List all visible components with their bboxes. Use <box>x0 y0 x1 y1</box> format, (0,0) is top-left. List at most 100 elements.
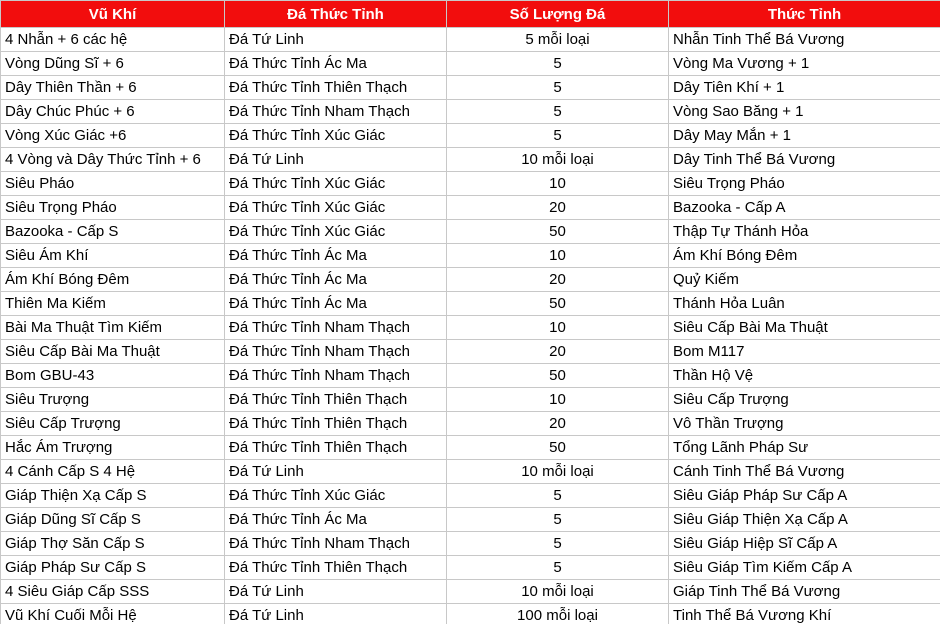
table-cell: 20 <box>446 339 669 364</box>
table-row: Vũ Khí Cuối Mỗi Hệ Đá Tứ Linh 100 mỗi loại… <box>0 603 940 624</box>
table-row: Giáp Thợ Săn Cấp S Đá Thức Tỉnh Nham Thạc… <box>0 531 940 556</box>
table-cell: Đá Thức Tỉnh Nham Thạch <box>224 99 447 124</box>
table-cell: Siêu Cấp Trượng <box>0 411 225 436</box>
table-cell: Nhẫn Tinh Thể Bá Vương <box>668 27 940 52</box>
table-cell: 5 <box>446 507 669 532</box>
header-cell: Vũ Khí <box>0 0 225 28</box>
table-row: Vòng Dũng Sĩ + 6 Đá Thức Tỉnh Ác Ma 5 Vòng … <box>0 51 940 76</box>
table-cell: Giáp Thợ Săn Cấp S <box>0 531 225 556</box>
table-cell: Tổng Lãnh Pháp Sư <box>668 435 940 460</box>
table-cell: Đá Tứ Linh <box>224 27 447 52</box>
table-cell: Siêu Cấp Trượng <box>668 387 940 412</box>
table-cell: Đá Thức Tỉnh Ác Ma <box>224 507 447 532</box>
table-cell: Đá Tứ Linh <box>224 579 447 604</box>
table-cell: Siêu Giáp Pháp Sư Cấp A <box>668 483 940 508</box>
table-row: Siêu Trọng Pháo Đá Thức Tỉnh Xúc Giác 20 Ba… <box>0 195 940 220</box>
table-cell: Vô Thần Trượng <box>668 411 940 436</box>
table-row: Siêu Cấp Trượng Đá Thức Tỉnh Thiên Thạch 2… <box>0 411 940 436</box>
table-row: Siêu Ám Khí Đá Thức Tỉnh Ác Ma 10 Ám Khí Bó… <box>0 243 940 268</box>
table-cell: 20 <box>446 195 669 220</box>
table-cell: Vòng Ma Vương + 1 <box>668 51 940 76</box>
table-cell: Đá Thức Tỉnh Thiên Thạch <box>224 435 447 460</box>
table-cell: 10 <box>446 387 669 412</box>
table-cell: Cánh Tinh Thể Bá Vương <box>668 459 940 484</box>
table-cell: Vũ Khí Cuối Mỗi Hệ <box>0 603 225 624</box>
table-cell: 5 <box>446 483 669 508</box>
table-cell: Bazooka - Cấp A <box>668 195 940 220</box>
header-cell: Số Lượng Đá <box>446 0 669 28</box>
table-cell: 4 Cánh Cấp S 4 Hệ <box>0 459 225 484</box>
table-cell: 4 Vòng và Dây Thức Tỉnh + 6 <box>0 147 225 172</box>
table-cell: 10 mỗi loại <box>446 459 669 484</box>
table-row: Bazooka - Cấp S Đá Thức Tỉnh Xúc Giác 50 Th… <box>0 219 940 244</box>
table-cell: Thánh Hỏa Luân <box>668 291 940 316</box>
table-row: Siêu Pháo Đá Thức Tỉnh Xúc Giác 10 Siêu Trọ… <box>0 171 940 196</box>
table-cell: Siêu Cấp Bài Ma Thuật <box>0 339 225 364</box>
table-cell: 10 <box>446 171 669 196</box>
table-cell: Siêu Giáp Thiện Xạ Cấp A <box>668 507 940 532</box>
table-cell: 50 <box>446 435 669 460</box>
table-cell: Dây Tiên Khí + 1 <box>668 75 940 100</box>
table-cell: Đá Tứ Linh <box>224 603 447 624</box>
table-cell: Quỷ Kiếm <box>668 267 940 292</box>
table-cell: 5 <box>446 99 669 124</box>
header-cell: Đá Thức Tỉnh <box>224 0 447 28</box>
table-cell: 4 Nhẫn + 6 các hệ <box>0 27 225 52</box>
table-cell: 5 <box>446 75 669 100</box>
table-row: Ám Khí Bóng Đêm Đá Thức Tỉnh Ác Ma 20 Quỷ K… <box>0 267 940 292</box>
table-cell: Thần Hộ Vệ <box>668 363 940 388</box>
table-cell: Đá Thức Tỉnh Ác Ma <box>224 267 447 292</box>
table-row: Hắc Ám Trượng Đá Thức Tỉnh Thiên Thạch 50 T… <box>0 435 940 460</box>
table-cell: 5 <box>446 555 669 580</box>
table-row: Dây Chúc Phúc + 6 Đá Thức Tỉnh Nham Thạch… <box>0 99 940 124</box>
table-cell: Đá Thức Tỉnh Nham Thạch <box>224 339 447 364</box>
table-cell: Ám Khí Bóng Đêm <box>668 243 940 268</box>
table-cell: 10 <box>446 315 669 340</box>
header-cell: Thức Tỉnh <box>668 0 940 28</box>
table-row: Bom GBU-43 Đá Thức Tỉnh Nham Thạch 50 Thần … <box>0 363 940 388</box>
table-cell: Đá Thức Tỉnh Xúc Giác <box>224 219 447 244</box>
table-cell: 20 <box>446 267 669 292</box>
table-cell: Siêu Giáp Hiệp Sĩ Cấp A <box>668 531 940 556</box>
table-row: 4 Nhẫn + 6 các hệ Đá Tứ Linh 5 mỗi loại Nhẫ… <box>0 27 940 52</box>
table-cell: 50 <box>446 291 669 316</box>
table-cell: Đá Thức Tỉnh Xúc Giác <box>224 195 447 220</box>
table-cell: Siêu Trọng Pháo <box>0 195 225 220</box>
table-cell: Thiên Ma Kiếm <box>0 291 225 316</box>
table-row: 4 Siêu Giáp Cấp SSS Đá Tứ Linh 10 mỗi loại… <box>0 579 940 604</box>
table-cell: Đá Thức Tỉnh Thiên Thạch <box>224 555 447 580</box>
table-cell: Đá Thức Tỉnh Ác Ma <box>224 243 447 268</box>
table-cell: Đá Thức Tỉnh Ác Ma <box>224 291 447 316</box>
table-cell: Đá Thức Tỉnh Ác Ma <box>224 51 447 76</box>
table-cell: Dây Tinh Thể Bá Vương <box>668 147 940 172</box>
table-cell: Vòng Dũng Sĩ + 6 <box>0 51 225 76</box>
table-cell: Bài Ma Thuật Tìm Kiếm <box>0 315 225 340</box>
table-cell: 10 mỗi loại <box>446 147 669 172</box>
table-row: Vòng Xúc Giác +6 Đá Thức Tỉnh Xúc Giác 5 Dâ… <box>0 123 940 148</box>
table-cell: 50 <box>446 363 669 388</box>
table-cell: Siêu Trượng <box>0 387 225 412</box>
table-cell: Đá Thức Tỉnh Thiên Thạch <box>224 75 447 100</box>
table-cell: Bom GBU-43 <box>0 363 225 388</box>
table-cell: Giáp Pháp Sư Cấp S <box>0 555 225 580</box>
table-cell: Đá Tứ Linh <box>224 147 447 172</box>
table-cell: Giáp Thiện Xạ Cấp S <box>0 483 225 508</box>
table-cell: Dây Chúc Phúc + 6 <box>0 99 225 124</box>
table-cell: Tinh Thể Bá Vương Khí <box>668 603 940 624</box>
table-cell: 5 <box>446 531 669 556</box>
table-cell: 5 mỗi loại <box>446 27 669 52</box>
table-row: Bài Ma Thuật Tìm Kiếm Đá Thức Tỉnh Nham T… <box>0 315 940 340</box>
table-cell: Siêu Cấp Bài Ma Thuật <box>668 315 940 340</box>
table-cell: Dây Thiên Thần + 6 <box>0 75 225 100</box>
table-cell: Siêu Trọng Pháo <box>668 171 940 196</box>
table-cell: Vòng Xúc Giác +6 <box>0 123 225 148</box>
table-cell: Đá Thức Tỉnh Xúc Giác <box>224 171 447 196</box>
table-cell: Đá Thức Tỉnh Thiên Thạch <box>224 387 447 412</box>
table-cell: Siêu Pháo <box>0 171 225 196</box>
table-cell: Bazooka - Cấp S <box>0 219 225 244</box>
table-cell: 5 <box>446 123 669 148</box>
table-cell: 100 mỗi loại <box>446 603 669 624</box>
table-cell: 10 mỗi loại <box>446 579 669 604</box>
table-cell: Vòng Sao Băng + 1 <box>668 99 940 124</box>
